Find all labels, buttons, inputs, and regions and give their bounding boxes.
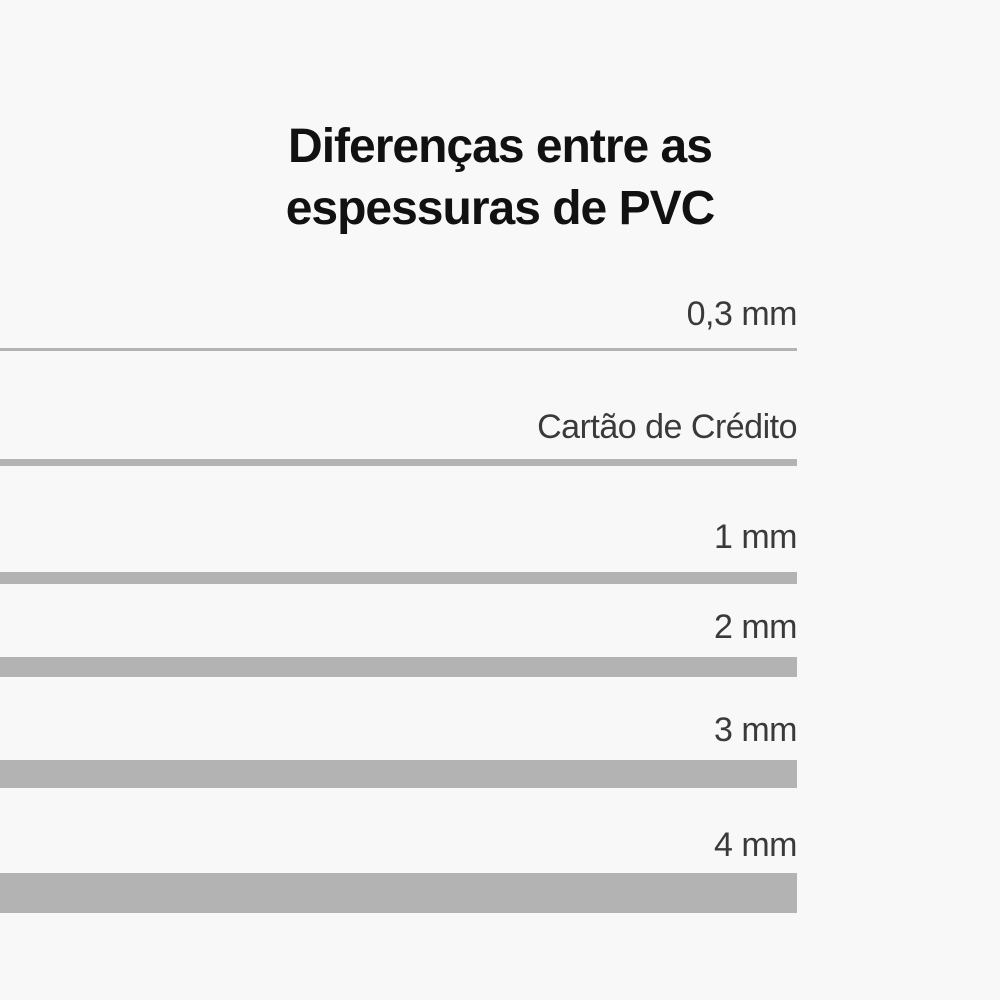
thickness-bar-1mm [0,572,797,584]
thickness-bar-0-3mm [0,348,797,351]
thickness-bar-2mm [0,657,797,677]
page-title: Diferenças entre as espessuras de PVC [0,116,1000,240]
thickness-label-2mm: 2 mm [714,608,798,646]
thickness-label-1mm: 1 mm [714,518,798,556]
thickness-label-4mm: 4 mm [714,826,798,864]
thickness-label-3mm: 3 mm [714,711,798,749]
thickness-bar-credit-card [0,459,797,466]
page-title-line-2: espessuras de PVC [285,182,716,236]
thickness-bar-4mm [0,873,797,913]
thickness-label-credit-card: Cartão de Crédito [537,408,797,446]
thickness-label-0-3mm: 0,3 mm [686,295,798,333]
thickness-bar-3mm [0,760,797,788]
page-title-line-1: Diferenças entre as [288,120,713,174]
